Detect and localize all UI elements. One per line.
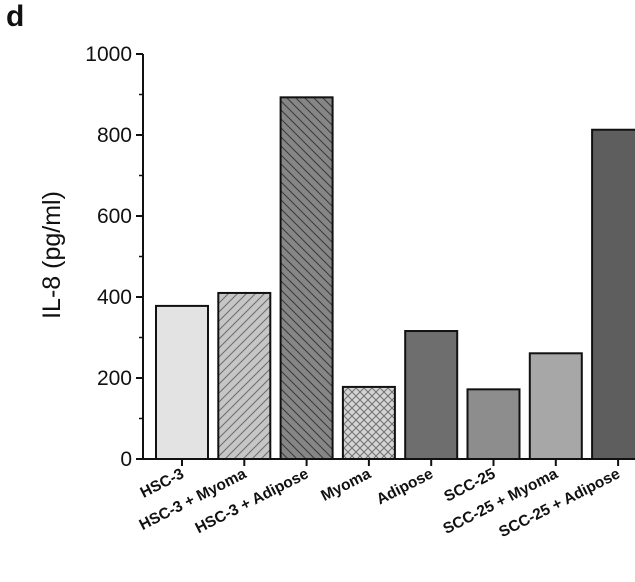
y-tick-label: 200 <box>97 367 132 390</box>
y-tick-label: 600 <box>97 205 132 228</box>
x-tick-label: Adipose <box>374 465 437 508</box>
y-tick-label: 0 <box>120 448 132 471</box>
y-tick-label: 400 <box>97 286 132 309</box>
bar-scc-25-myoma <box>528 352 583 461</box>
y-axis-title: IL-8 (pg/ml) <box>38 191 66 319</box>
bar-hsc-3 <box>155 304 209 460</box>
bar-hsc-3-myoma <box>217 291 272 461</box>
bar-adipose <box>404 330 459 460</box>
bar-hsc-3-adipose <box>279 96 334 461</box>
bars <box>155 96 635 461</box>
bar-scc-25-adipose <box>591 128 635 461</box>
y-tick-label: 800 <box>97 124 132 147</box>
x-tick-label: Myoma <box>318 465 374 505</box>
bar-myoma <box>341 385 396 460</box>
x-tick-label: HSC-3 + Adipose <box>193 465 312 537</box>
panel-label: d <box>6 0 25 33</box>
bar-scc-25 <box>466 388 521 460</box>
y-tick-label: 1000 <box>85 43 132 66</box>
